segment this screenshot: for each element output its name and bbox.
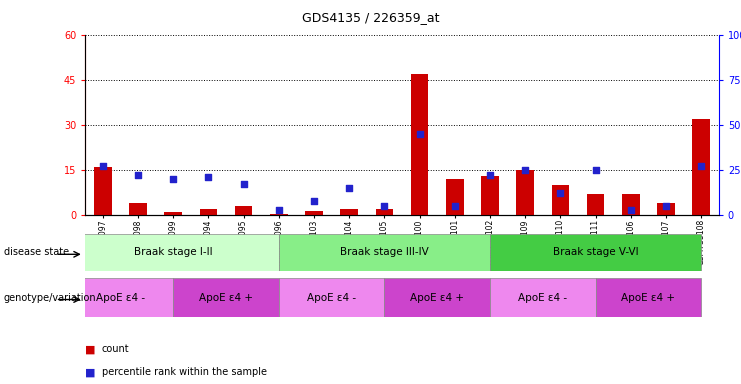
Bar [173, 278, 279, 317]
Text: percentile rank within the sample: percentile rank within the sample [102, 367, 267, 377]
Bar [376, 209, 393, 215]
Point [695, 163, 707, 169]
Point [167, 176, 179, 182]
Text: ApoE ε4 +: ApoE ε4 + [622, 293, 675, 303]
Text: ApoE ε4 -: ApoE ε4 - [96, 293, 145, 303]
Bar [67, 234, 279, 271]
Point [202, 174, 214, 180]
Text: ApoE ε4 -: ApoE ε4 - [518, 293, 568, 303]
Bar [490, 278, 596, 317]
Bar [279, 278, 385, 317]
Bar [340, 209, 358, 215]
Text: genotype/variation: genotype/variation [4, 293, 96, 303]
Point [484, 172, 496, 179]
Point [590, 167, 602, 173]
Point [379, 203, 391, 209]
Bar [305, 210, 323, 215]
Bar [67, 278, 173, 317]
Bar [199, 209, 217, 215]
Point [554, 190, 566, 197]
Bar [94, 167, 112, 215]
Bar [446, 179, 464, 215]
Bar [165, 212, 182, 215]
Bar [481, 176, 499, 215]
Point [625, 207, 637, 213]
Bar [279, 234, 490, 271]
Bar [596, 278, 701, 317]
Point [343, 185, 355, 191]
Point [519, 167, 531, 173]
Text: Braak stage III-IV: Braak stage III-IV [340, 247, 429, 258]
Text: Braak stage V-VI: Braak stage V-VI [553, 247, 639, 258]
Bar [657, 203, 675, 215]
Text: disease state: disease state [4, 247, 69, 258]
Bar [622, 194, 639, 215]
Point [97, 163, 109, 169]
Text: ApoE ε4 +: ApoE ε4 + [411, 293, 464, 303]
Point [308, 197, 320, 204]
Bar [235, 206, 253, 215]
Text: ■: ■ [85, 344, 96, 354]
Point [132, 172, 144, 179]
Bar [129, 203, 147, 215]
Bar [270, 214, 288, 215]
Text: Braak stage I-II: Braak stage I-II [134, 247, 213, 258]
Bar [516, 170, 534, 215]
Text: ■: ■ [85, 367, 96, 377]
Point [238, 181, 250, 187]
Bar [385, 278, 490, 317]
Point [413, 131, 425, 137]
Text: ApoE ε4 +: ApoE ε4 + [199, 293, 253, 303]
Point [660, 203, 672, 209]
Bar [551, 185, 569, 215]
Text: GDS4135 / 226359_at: GDS4135 / 226359_at [302, 12, 439, 25]
Point [273, 207, 285, 213]
Text: ApoE ε4 -: ApoE ε4 - [307, 293, 356, 303]
Bar [411, 74, 428, 215]
Bar [587, 194, 605, 215]
Bar [692, 119, 710, 215]
Bar [490, 234, 701, 271]
Point [449, 203, 461, 209]
Text: count: count [102, 344, 129, 354]
